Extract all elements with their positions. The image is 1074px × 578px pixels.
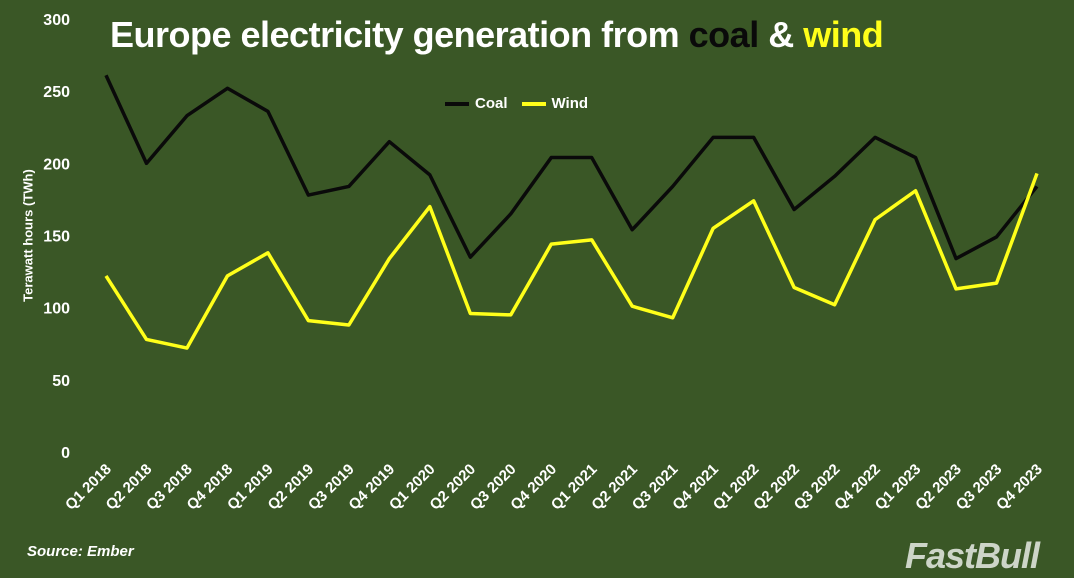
series-line-wind xyxy=(104,172,1039,350)
y-tick-label: 200 xyxy=(43,156,70,173)
y-tick-label: 100 xyxy=(43,301,70,318)
y-tick-label: 300 xyxy=(43,12,70,29)
y-axis-label: Terawatt hours (TWh) xyxy=(20,169,36,302)
legend-coal-label: Coal xyxy=(475,95,508,112)
y-tick-label: 50 xyxy=(52,373,70,390)
watermark-logo: FastBull xyxy=(905,535,1040,576)
chart-title: Europe electricity generation from coal … xyxy=(110,14,884,55)
legend-wind-swatch xyxy=(521,101,546,106)
legend: Coal Wind xyxy=(445,95,588,112)
source-note: Source: Ember xyxy=(27,543,134,560)
y-tick-label: 250 xyxy=(43,84,70,101)
y-tick-label: 0 xyxy=(61,445,70,462)
series-line-coal xyxy=(104,74,1039,261)
legend-wind-label: Wind xyxy=(551,95,589,112)
y-tick-label: 150 xyxy=(43,229,70,246)
legend-coal-swatch xyxy=(445,101,469,106)
